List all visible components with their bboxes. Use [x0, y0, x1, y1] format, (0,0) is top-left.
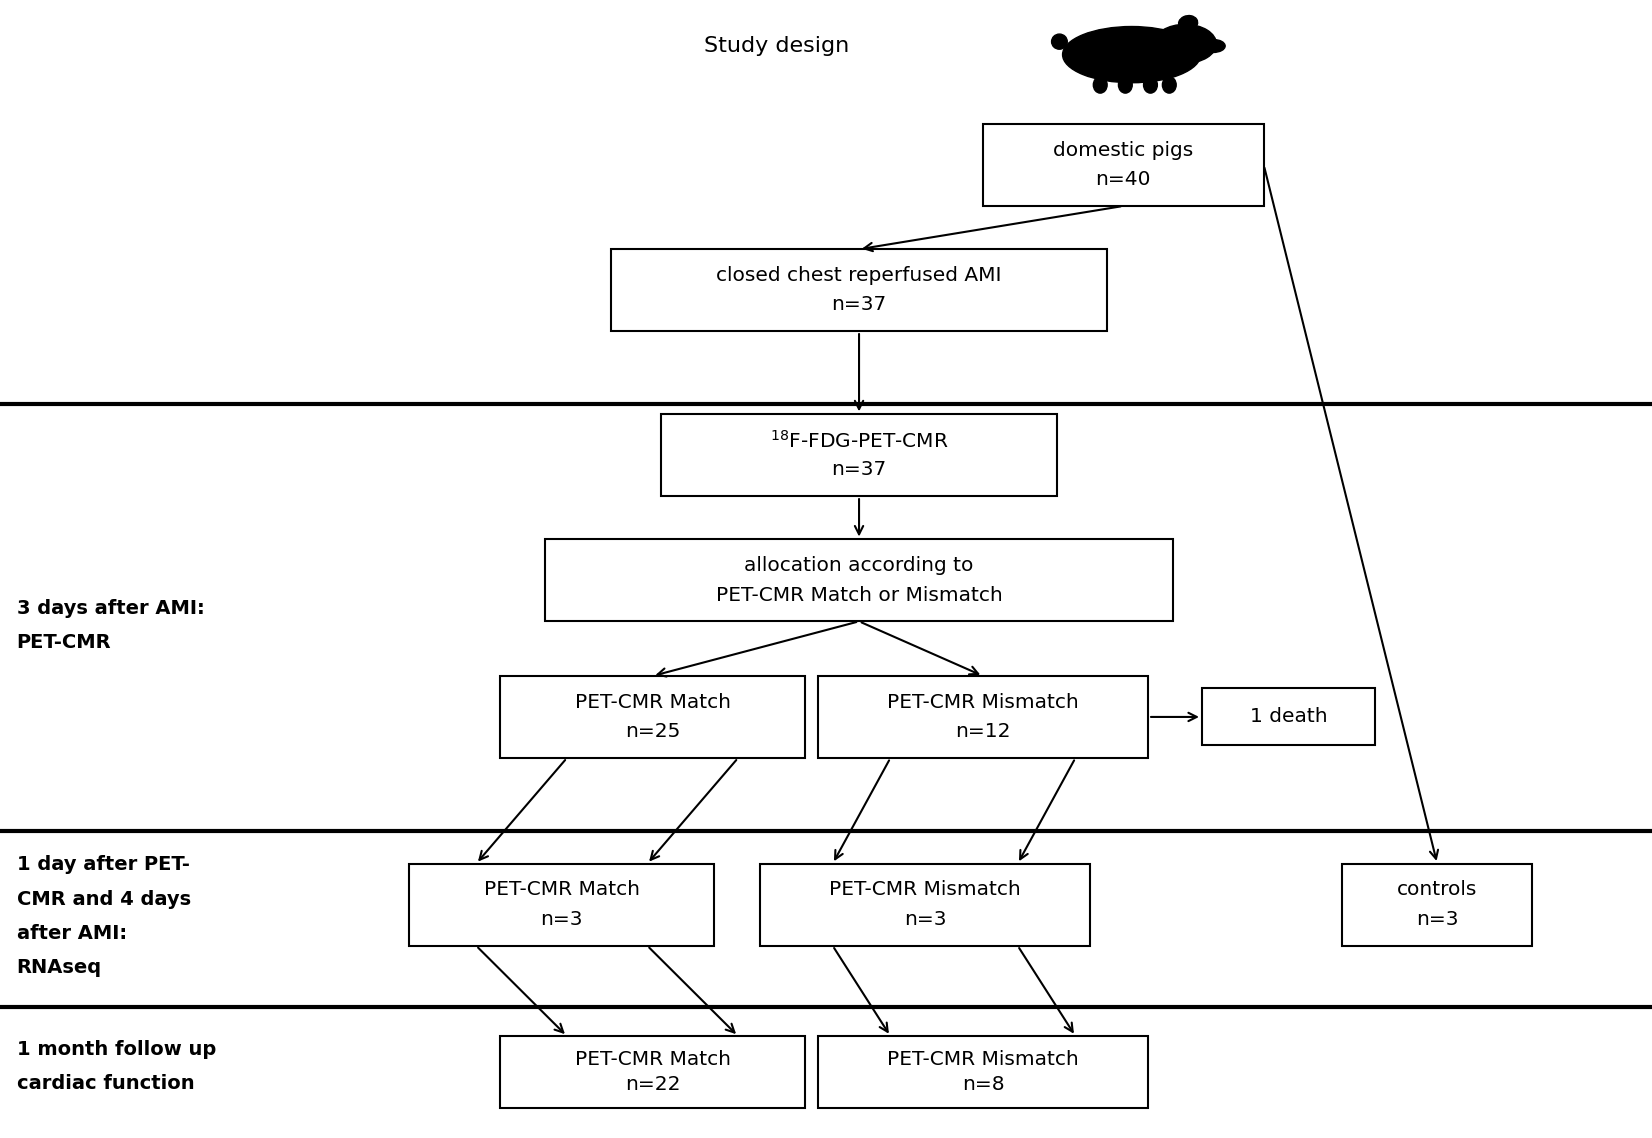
Text: n=12: n=12 [955, 723, 1011, 741]
Text: PET-CMR Mismatch: PET-CMR Mismatch [887, 1049, 1079, 1069]
Ellipse shape [1052, 34, 1067, 49]
FancyBboxPatch shape [410, 864, 715, 946]
Text: n=3: n=3 [904, 910, 947, 929]
Text: n=40: n=40 [1095, 171, 1151, 189]
FancyBboxPatch shape [1203, 688, 1374, 745]
Text: cardiac function: cardiac function [17, 1074, 195, 1092]
Text: controls: controls [1398, 881, 1477, 899]
FancyBboxPatch shape [545, 539, 1173, 621]
Text: 3 days after AMI:: 3 days after AMI: [17, 600, 205, 618]
FancyBboxPatch shape [1341, 864, 1533, 946]
Text: PET-CMR Match: PET-CMR Match [575, 1049, 730, 1069]
Text: Study design: Study design [704, 35, 849, 56]
Text: 1 month follow up: 1 month follow up [17, 1040, 216, 1058]
FancyBboxPatch shape [499, 676, 806, 758]
Ellipse shape [1062, 26, 1201, 83]
FancyBboxPatch shape [818, 676, 1148, 758]
Text: n=37: n=37 [831, 296, 887, 314]
Ellipse shape [1163, 76, 1176, 93]
Text: domestic pigs: domestic pigs [1054, 141, 1193, 159]
Text: n=3: n=3 [540, 910, 583, 929]
FancyBboxPatch shape [760, 864, 1090, 946]
Text: CMR and 4 days: CMR and 4 days [17, 890, 190, 908]
Ellipse shape [1118, 76, 1132, 93]
Text: closed chest reperfused AMI: closed chest reperfused AMI [717, 266, 1001, 284]
Text: n=22: n=22 [624, 1075, 681, 1095]
Ellipse shape [1178, 16, 1198, 31]
Text: n=3: n=3 [1416, 910, 1459, 929]
Text: $^{18}$F-FDG-PET-CMR: $^{18}$F-FDG-PET-CMR [770, 429, 948, 452]
Text: PET-CMR: PET-CMR [17, 634, 111, 652]
Text: PET-CMR Mismatch: PET-CMR Mismatch [829, 881, 1021, 899]
Ellipse shape [1094, 76, 1107, 93]
Text: PET-CMR Mismatch: PET-CMR Mismatch [887, 693, 1079, 711]
FancyBboxPatch shape [611, 249, 1107, 331]
FancyBboxPatch shape [661, 414, 1057, 496]
FancyBboxPatch shape [818, 1036, 1148, 1108]
Text: 1 day after PET-: 1 day after PET- [17, 856, 190, 874]
Ellipse shape [1143, 76, 1158, 93]
Text: RNAseq: RNAseq [17, 958, 102, 976]
Text: allocation according to: allocation according to [745, 556, 973, 575]
Ellipse shape [1201, 40, 1226, 52]
Text: PET-CMR Match or Mismatch: PET-CMR Match or Mismatch [715, 586, 1003, 604]
Text: after AMI:: after AMI: [17, 924, 127, 942]
Text: PET-CMR Match: PET-CMR Match [484, 881, 639, 899]
Text: n=8: n=8 [961, 1075, 1004, 1095]
FancyBboxPatch shape [983, 124, 1264, 206]
Text: n=37: n=37 [831, 461, 887, 479]
Text: 1 death: 1 death [1251, 708, 1327, 726]
Text: n=25: n=25 [624, 723, 681, 741]
Ellipse shape [1153, 24, 1216, 64]
Text: PET-CMR Match: PET-CMR Match [575, 693, 730, 711]
FancyBboxPatch shape [499, 1036, 806, 1108]
